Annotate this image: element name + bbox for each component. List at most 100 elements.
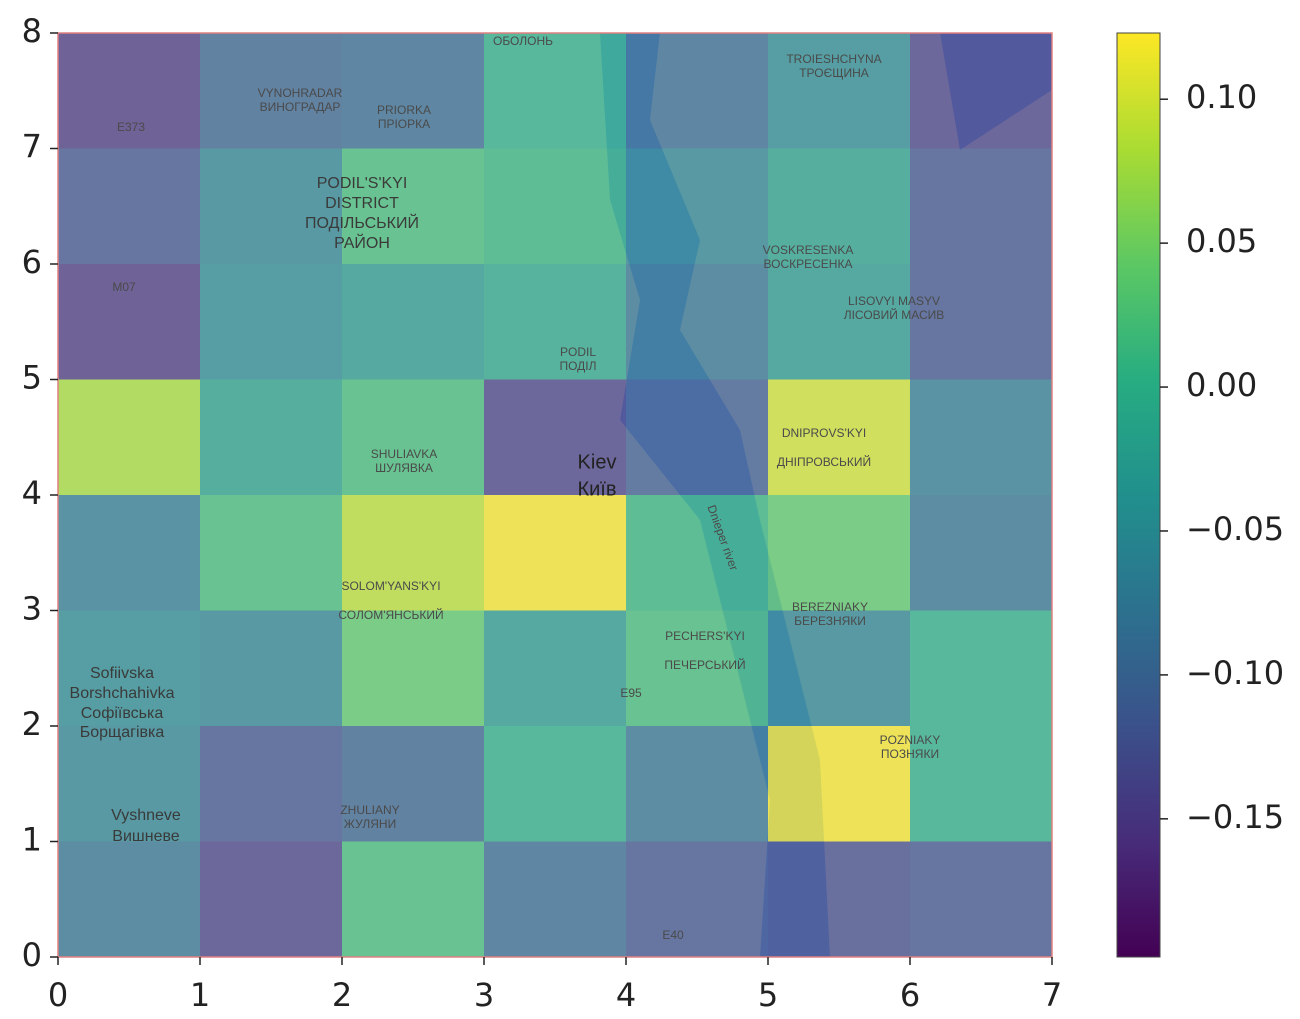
- heatmap-cell: [484, 841, 626, 957]
- map-label: ПОЗНЯКИ: [881, 747, 939, 761]
- heatmap-cell: [626, 841, 768, 957]
- heatmap-cell: [342, 841, 484, 957]
- colorbar-tick-label: −0.10: [1186, 654, 1284, 692]
- map-label: Vyshneve: [111, 807, 181, 824]
- heatmap-cell: [200, 841, 342, 957]
- heatmap-cell: [768, 495, 910, 611]
- heatmap-cell: [58, 841, 200, 957]
- map-label: БЕРЕЗНЯКИ: [794, 614, 866, 628]
- heatmap-cell: [484, 33, 626, 149]
- heatmap-cell: [910, 841, 1052, 957]
- y-tick-label: 8: [22, 12, 42, 50]
- heatmap-cell: [200, 264, 342, 380]
- heatmap-cell: [768, 379, 910, 495]
- x-tick-label: 6: [900, 976, 920, 1014]
- heatmap-cell: [484, 148, 626, 264]
- colorbar-tick-label: −0.05: [1186, 510, 1284, 548]
- y-tick-label: 6: [22, 243, 42, 281]
- heatmap-cell: [484, 379, 626, 495]
- heatmap-cell: [58, 33, 200, 149]
- map-label: ТРОЄЩИНА: [799, 66, 869, 80]
- map-label: ПЕЧЕРСЬКИЙ: [664, 657, 745, 672]
- map-label: LISOVYI MASYV: [848, 294, 940, 308]
- map-label: E95: [620, 686, 642, 700]
- x-tick-label: 7: [1042, 976, 1062, 1014]
- heatmap-cell: [200, 610, 342, 726]
- map-label: Софіївська: [81, 705, 164, 722]
- heatmap-cell: [58, 379, 200, 495]
- map-label: Київ: [577, 478, 616, 500]
- x-tick-label: 2: [332, 976, 352, 1014]
- colorbar-tick-label: 0.05: [1186, 222, 1257, 260]
- heatmap-cell: [200, 726, 342, 842]
- x-tick-label: 0: [48, 976, 68, 1014]
- heatmap-cell: [626, 726, 768, 842]
- map-label: E40: [662, 928, 684, 942]
- y-tick-label: 7: [22, 128, 42, 166]
- map-label: ПОДІЛЬСЬКИЙ: [305, 213, 419, 232]
- y-tick-label: 3: [22, 590, 42, 628]
- heatmap-cell: [342, 264, 484, 380]
- map-label: ЖУЛЯНИ: [344, 817, 396, 831]
- map-label: ШУЛЯВКА: [375, 461, 433, 475]
- y-tick-label: 2: [22, 705, 42, 743]
- heatmap-cell: [200, 379, 342, 495]
- heatmap-cell: [58, 264, 200, 380]
- map-label: VYNOHRADAR: [258, 86, 343, 100]
- x-tick-label: 5: [758, 976, 778, 1014]
- heatmap-cell: [484, 726, 626, 842]
- y-tick-label: 0: [22, 936, 42, 974]
- heatmap-cell: [342, 379, 484, 495]
- heatmap-cell: [626, 33, 768, 149]
- map-label: ZHULIANY: [340, 803, 399, 817]
- heatmap-cell: [484, 610, 626, 726]
- heatmap-cell: [200, 33, 342, 149]
- map-label: Sofiivska: [90, 665, 154, 682]
- heatmap-cell: [768, 726, 910, 842]
- y-tick-label: 5: [22, 359, 42, 397]
- map-label: PRIORKA: [377, 103, 431, 117]
- y-tick-label: 4: [22, 474, 42, 512]
- heatmap-cell: [910, 379, 1052, 495]
- heatmap-cell: [768, 841, 910, 957]
- x-tick-label: 1: [190, 976, 210, 1014]
- heatmap-cell: [626, 495, 768, 611]
- heatmap-cell: [342, 726, 484, 842]
- heatmap-cell: [58, 495, 200, 611]
- heatmap-cell: [484, 264, 626, 380]
- heatmap-cell: [768, 148, 910, 264]
- colorbar: [1116, 32, 1161, 958]
- map-label: M07: [112, 280, 136, 294]
- map-label: Вишневе: [112, 828, 180, 845]
- heatmap-cell: [58, 148, 200, 264]
- y-tick-label: 1: [22, 821, 42, 859]
- x-tick-label: 4: [616, 976, 636, 1014]
- heatmap-cell: [200, 148, 342, 264]
- heatmap-cell: [342, 610, 484, 726]
- map-label: TROIESHCHYNA: [786, 52, 881, 66]
- map-label: SOLOM'YANS'KYI: [341, 579, 440, 593]
- heatmap-cell: [768, 610, 910, 726]
- map-label: PODIL'S'KYI: [317, 175, 408, 192]
- heatmap-cell: [484, 495, 626, 611]
- map-label: Kiev: [578, 451, 617, 473]
- map-label: VOSKRESENKA: [763, 243, 854, 257]
- heatmap-cell: [910, 33, 1052, 149]
- heatmap-cell: [910, 148, 1052, 264]
- heatmap-cell: [768, 33, 910, 149]
- heatmap-cell: [768, 264, 910, 380]
- map-label: ВИНОГРАДАР: [260, 100, 341, 114]
- heatmap-cell: [58, 726, 200, 842]
- map-label: BEREZNIAKY: [792, 600, 868, 614]
- map-label: POZNIAKY: [880, 733, 941, 747]
- map-label: СОЛОМ'ЯНСЬКИЙ: [338, 607, 443, 622]
- map-label: ДНІПРОВСЬКИЙ: [777, 454, 871, 469]
- colorbar-tick-label: −0.15: [1186, 798, 1284, 836]
- heatmap-cell: [342, 148, 484, 264]
- colorbar-tick-label: 0.10: [1186, 78, 1257, 116]
- map-label: Borshchahivka: [70, 685, 175, 702]
- heatmap-cell: [910, 726, 1052, 842]
- map-label: Борщагівка: [80, 724, 165, 741]
- map-label: ЛІСОВИЙ МАСИВ: [844, 307, 945, 322]
